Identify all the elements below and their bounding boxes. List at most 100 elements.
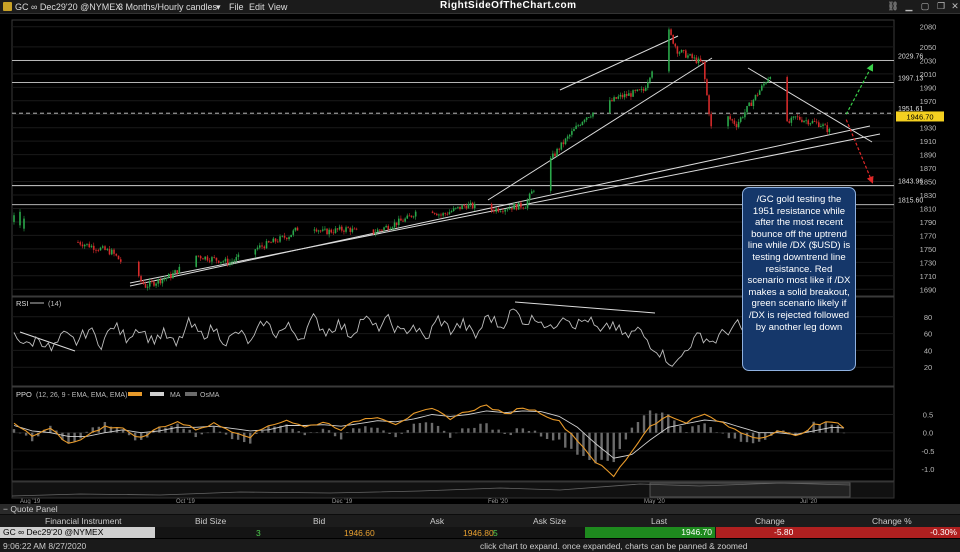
osma-bar xyxy=(521,428,525,433)
osma-bar xyxy=(691,426,694,433)
last-price-label: 1946.70 xyxy=(906,112,933,121)
osma-bar xyxy=(243,432,246,443)
candle xyxy=(431,211,434,213)
candle xyxy=(408,215,411,217)
candle xyxy=(174,270,176,274)
candle xyxy=(710,114,712,127)
header-bid-size[interactable]: Bid Size xyxy=(195,516,227,526)
candle xyxy=(502,211,504,213)
osma-bar xyxy=(164,427,167,433)
quote-ask: 1946.80 xyxy=(463,528,494,538)
osma-bar xyxy=(715,432,718,433)
candle xyxy=(222,261,225,263)
osma-bar xyxy=(648,410,652,433)
candle xyxy=(746,106,748,113)
candle xyxy=(786,77,788,122)
candle xyxy=(454,207,457,209)
candle xyxy=(803,120,805,122)
close-icon[interactable]: ✕ xyxy=(951,1,959,11)
maximize-icon[interactable]: ▢ xyxy=(920,1,930,11)
symbol-label[interactable]: GC ∞ Dec29'20 @NYMEX xyxy=(15,2,122,12)
header-change-pct[interactable]: Change % xyxy=(872,516,912,526)
candle xyxy=(90,245,93,248)
candle xyxy=(313,229,316,231)
osma-bar xyxy=(497,429,500,433)
osma-bar xyxy=(685,432,688,433)
parallel-uptrend-line xyxy=(129,133,881,284)
menu-file[interactable]: File xyxy=(229,2,244,12)
osma-bar xyxy=(788,432,791,433)
header-instrument[interactable]: Financial Instrument xyxy=(45,516,122,526)
rsi-divergence-line xyxy=(514,301,656,314)
candle xyxy=(381,229,383,231)
ppo-y-tick: 0.5 xyxy=(923,411,933,420)
candle xyxy=(372,229,375,234)
osma-bar xyxy=(158,426,161,433)
candle xyxy=(97,250,100,251)
header-last[interactable]: Last xyxy=(651,516,668,526)
candle xyxy=(220,261,222,263)
link-icon[interactable]: ⛓ xyxy=(887,1,899,11)
candle xyxy=(685,50,687,58)
candle xyxy=(81,244,84,247)
candle xyxy=(824,124,826,126)
restore-icon[interactable]: ❐ xyxy=(936,1,946,11)
quote-row[interactable]: GC ∞ Dec29'20 @NYMEX 3 1946.60 1946.80 5… xyxy=(0,527,960,538)
candle xyxy=(568,134,571,137)
collapse-icon[interactable]: − xyxy=(3,504,11,514)
title-bar: GC ∞ Dec29'20 @NYMEX 3 Months/Hourly can… xyxy=(0,0,960,14)
quote-panel-title[interactable]: − Quote Panel xyxy=(0,504,960,514)
candle xyxy=(345,227,347,232)
candle xyxy=(237,254,240,258)
header-bid[interactable]: Bid xyxy=(313,516,326,526)
candle xyxy=(611,100,613,102)
menu-view[interactable]: View xyxy=(268,2,288,12)
candle xyxy=(290,234,292,238)
candle xyxy=(619,94,622,97)
candle xyxy=(465,205,468,209)
price-y-tick: 1710 xyxy=(920,272,937,281)
osma-bar xyxy=(200,432,203,435)
candle xyxy=(226,258,229,265)
candle xyxy=(163,278,166,280)
osma-bar xyxy=(303,432,306,436)
candle xyxy=(395,222,398,226)
ma-legend-swatch xyxy=(150,392,164,396)
candle xyxy=(737,121,740,128)
quote-instrument[interactable]: GC ∞ Dec29'20 @NYMEX xyxy=(0,527,155,538)
osma-bar xyxy=(218,431,222,433)
interval-selector[interactable]: 3 Months/Hourly candles xyxy=(118,2,218,12)
overview-tick: Oct '19 xyxy=(176,499,195,504)
chart-canvas[interactable]: 2029.76 1997.13 1951.61 1843.96 1815.60 1690… xyxy=(0,14,960,504)
header-ask[interactable]: Ask xyxy=(430,516,445,526)
osma-bar xyxy=(624,432,628,440)
osma-bar xyxy=(727,432,731,439)
minimize-icon[interactable]: ▁ xyxy=(905,1,913,11)
header-ask-size[interactable]: Ask Size xyxy=(533,516,567,526)
overview-tick: Aug '19 xyxy=(20,499,41,504)
osma-bar xyxy=(115,427,119,433)
rsi-y-tick: 20 xyxy=(924,363,932,372)
candle xyxy=(706,79,708,96)
osma-bar xyxy=(315,432,319,433)
ppo-panel xyxy=(11,386,895,482)
interval-chevron-down-icon[interactable]: ▾ xyxy=(216,2,221,12)
header-change[interactable]: Change xyxy=(755,516,785,526)
overview-window[interactable] xyxy=(649,482,851,498)
ppo-legend-ma: MA xyxy=(170,392,181,399)
osma-bar xyxy=(121,429,125,433)
candle xyxy=(338,226,341,230)
candle xyxy=(634,90,636,92)
candle xyxy=(334,228,337,233)
candle xyxy=(104,246,106,250)
osma-bar xyxy=(388,432,391,434)
osma-bar xyxy=(327,430,331,433)
osma-bar xyxy=(545,432,549,439)
osma-bar xyxy=(321,428,325,433)
candle xyxy=(336,228,339,230)
menu-edit[interactable]: Edit xyxy=(249,2,265,12)
candle xyxy=(697,58,700,64)
candle xyxy=(412,216,415,218)
ppo-line xyxy=(13,404,845,478)
quote-ask-size: 5 xyxy=(493,528,498,538)
